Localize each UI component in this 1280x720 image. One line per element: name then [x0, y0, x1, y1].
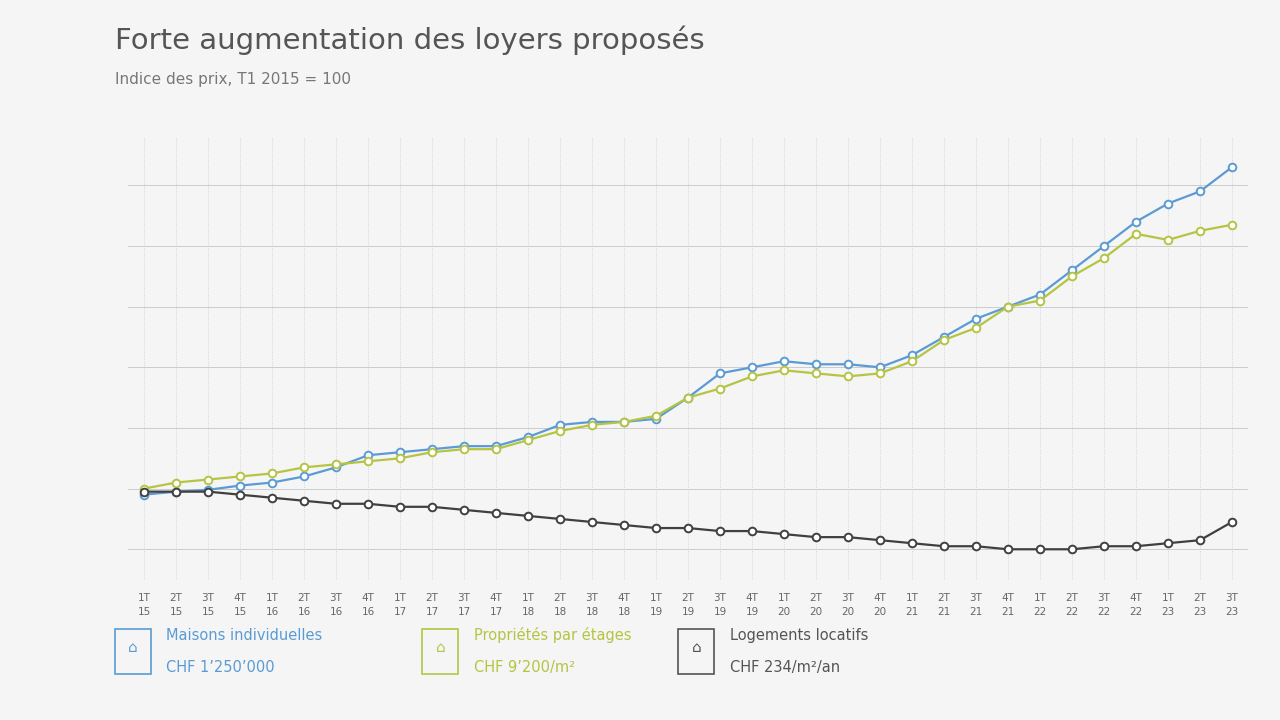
Text: 1T: 1T: [777, 593, 791, 603]
Text: Forte augmentation des loyers proposés: Forte augmentation des loyers proposés: [115, 25, 705, 55]
Text: ⌂: ⌂: [435, 641, 445, 655]
Text: 1T: 1T: [905, 593, 919, 603]
Text: 17: 17: [425, 607, 439, 617]
Text: 22: 22: [1065, 607, 1079, 617]
Text: 20: 20: [777, 607, 791, 617]
Text: 23: 23: [1225, 607, 1239, 617]
Text: 15: 15: [233, 607, 247, 617]
Text: 19: 19: [745, 607, 759, 617]
Text: Indice des prix, T1 2015 = 100: Indice des prix, T1 2015 = 100: [115, 72, 351, 87]
Text: 2T: 2T: [425, 593, 439, 603]
Text: 4T: 4T: [873, 593, 887, 603]
Text: 3T: 3T: [969, 593, 983, 603]
Text: 22: 22: [1129, 607, 1143, 617]
Text: 1T: 1T: [649, 593, 663, 603]
Text: 2T: 2T: [1193, 593, 1207, 603]
Text: 2T: 2T: [169, 593, 183, 603]
Text: 18: 18: [585, 607, 599, 617]
Text: 3T: 3T: [841, 593, 855, 603]
Text: 4T: 4T: [233, 593, 247, 603]
Text: 2T: 2T: [1065, 593, 1079, 603]
Text: 17: 17: [489, 607, 503, 617]
Text: 18: 18: [553, 607, 567, 617]
Text: 21: 21: [969, 607, 983, 617]
Text: 2T: 2T: [937, 593, 951, 603]
Text: 18: 18: [617, 607, 631, 617]
Text: 16: 16: [329, 607, 343, 617]
Text: 18: 18: [521, 607, 535, 617]
Text: 16: 16: [265, 607, 279, 617]
Text: 1T: 1T: [393, 593, 407, 603]
Text: Logements locatifs: Logements locatifs: [730, 628, 868, 643]
Text: Propriétés par étages: Propriétés par étages: [474, 627, 631, 643]
Text: 21: 21: [905, 607, 919, 617]
Text: 4T: 4T: [489, 593, 503, 603]
Text: 15: 15: [201, 607, 215, 617]
Text: 1T: 1T: [1161, 593, 1175, 603]
Text: ⌂: ⌂: [691, 641, 701, 655]
Text: 16: 16: [361, 607, 375, 617]
Text: 3T: 3T: [329, 593, 343, 603]
Text: 1T: 1T: [265, 593, 279, 603]
Text: 17: 17: [393, 607, 407, 617]
Text: 4T: 4T: [361, 593, 375, 603]
Text: 4T: 4T: [1001, 593, 1015, 603]
Text: 19: 19: [681, 607, 695, 617]
Text: 20: 20: [841, 607, 855, 617]
Text: CHF 234/m²/an: CHF 234/m²/an: [730, 660, 840, 675]
Text: CHF 9’200/m²: CHF 9’200/m²: [474, 660, 575, 675]
Text: 1T: 1T: [1033, 593, 1047, 603]
Text: 21: 21: [937, 607, 951, 617]
Text: 3T: 3T: [585, 593, 599, 603]
Text: 20: 20: [809, 607, 823, 617]
Text: 17: 17: [457, 607, 471, 617]
Text: 3T: 3T: [713, 593, 727, 603]
Text: 19: 19: [713, 607, 727, 617]
Text: 22: 22: [1097, 607, 1111, 617]
Text: CHF 1’250’000: CHF 1’250’000: [166, 660, 275, 675]
Text: 23: 23: [1161, 607, 1175, 617]
Text: 22: 22: [1033, 607, 1047, 617]
Text: 3T: 3T: [1225, 593, 1239, 603]
Text: 23: 23: [1193, 607, 1207, 617]
Text: Maisons individuelles: Maisons individuelles: [166, 628, 323, 643]
Text: 4T: 4T: [1129, 593, 1143, 603]
Text: 2T: 2T: [681, 593, 695, 603]
Text: 3T: 3T: [457, 593, 471, 603]
Text: 19: 19: [649, 607, 663, 617]
Text: ⌂: ⌂: [128, 641, 138, 655]
Text: 3T: 3T: [1097, 593, 1111, 603]
Text: 4T: 4T: [617, 593, 631, 603]
Text: 3T: 3T: [201, 593, 215, 603]
Text: 21: 21: [1001, 607, 1015, 617]
Text: 1T: 1T: [137, 593, 151, 603]
Text: 1T: 1T: [521, 593, 535, 603]
Text: 15: 15: [169, 607, 183, 617]
Text: 15: 15: [137, 607, 151, 617]
Text: 2T: 2T: [297, 593, 311, 603]
Text: 2T: 2T: [809, 593, 823, 603]
Text: 16: 16: [297, 607, 311, 617]
Text: 20: 20: [873, 607, 887, 617]
Text: 2T: 2T: [553, 593, 567, 603]
Text: 4T: 4T: [745, 593, 759, 603]
